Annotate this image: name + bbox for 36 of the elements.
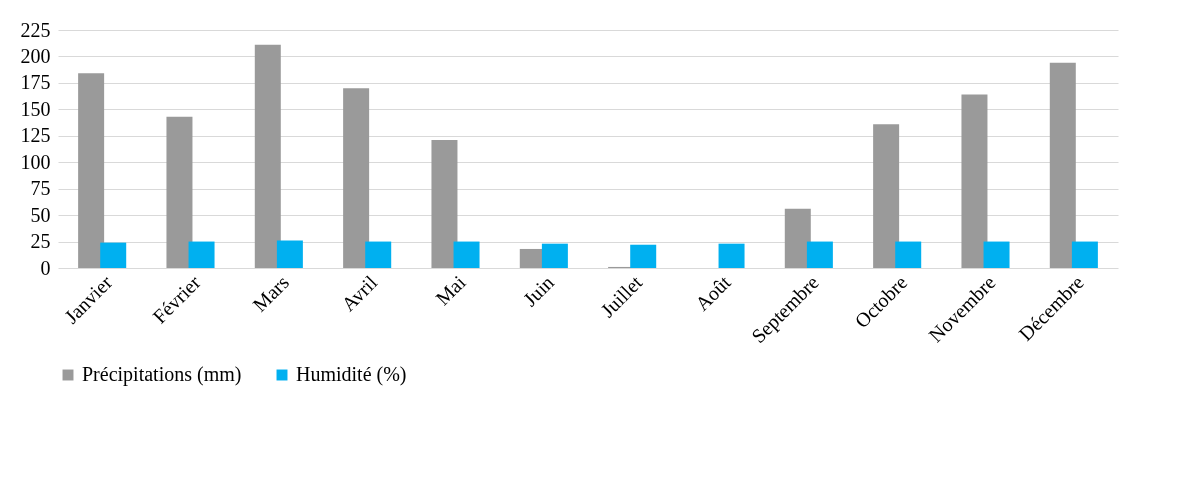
bar — [895, 241, 922, 268]
bar — [166, 116, 193, 268]
y-tick-label: 50 — [30, 203, 51, 226]
bar — [961, 94, 988, 268]
y-tick-label: 125 — [20, 124, 51, 147]
y-tick-label: 75 — [30, 177, 51, 200]
legend-label: Humidité (%) — [296, 363, 407, 386]
bar — [1071, 241, 1098, 268]
bar — [276, 240, 303, 268]
y-tick-label: 150 — [20, 97, 51, 120]
y-tick-label: 225 — [20, 18, 51, 41]
y-tick-label: 175 — [20, 71, 51, 94]
bar — [188, 241, 215, 268]
bar — [100, 242, 127, 268]
y-tick-label: 200 — [20, 44, 51, 67]
x-tick-label: Août — [690, 270, 735, 315]
bar — [806, 241, 833, 268]
y-tick-label: 25 — [30, 230, 51, 253]
bar — [343, 88, 370, 268]
bar — [431, 140, 458, 268]
y-tick-label: 100 — [20, 150, 51, 173]
legend-label: Précipitations (mm) — [82, 363, 242, 386]
bar — [453, 241, 480, 268]
bar — [1049, 62, 1076, 268]
bar — [718, 243, 745, 268]
bar — [784, 208, 811, 268]
bar — [365, 241, 392, 268]
x-tick-label: Juin — [518, 271, 558, 311]
y-tick-label: 0 — [40, 256, 51, 279]
bar — [983, 241, 1010, 268]
bar — [254, 44, 281, 268]
bar — [541, 243, 568, 268]
bar — [630, 244, 657, 268]
bar — [78, 73, 105, 268]
bar — [873, 124, 900, 268]
x-tick-label: Mai — [431, 270, 470, 310]
